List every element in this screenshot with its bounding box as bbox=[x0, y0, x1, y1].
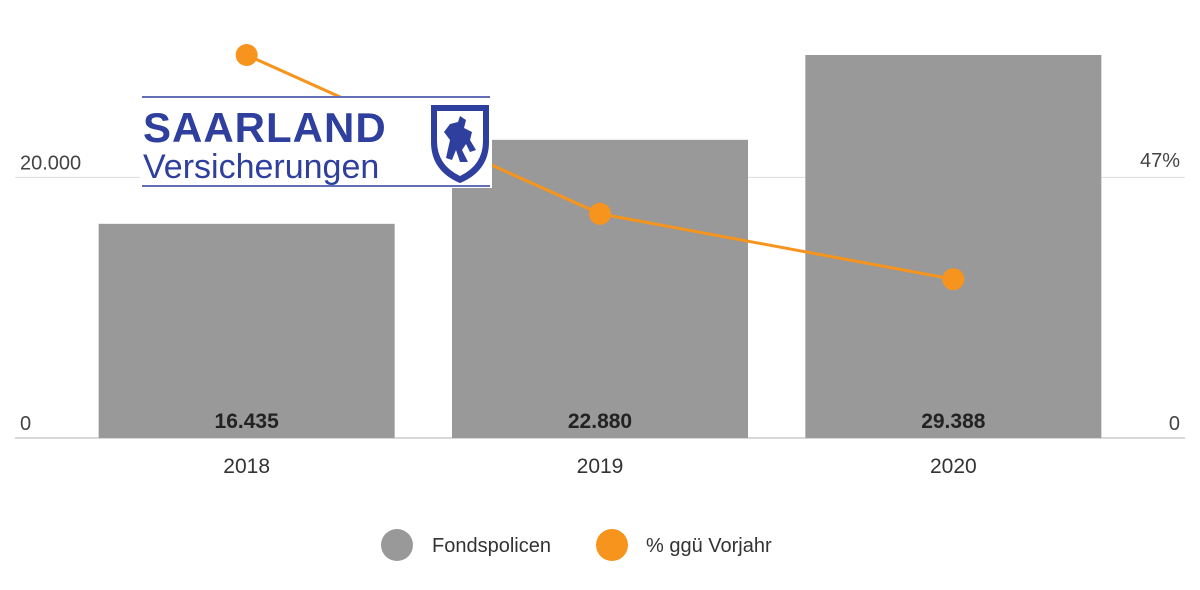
line-point-2018 bbox=[235, 44, 258, 66]
category-label-2020: 2020 bbox=[930, 455, 977, 478]
bar-value-label-2018: 16.435 bbox=[215, 410, 280, 433]
left-tick-label: 0 bbox=[20, 413, 31, 435]
logo-subtitle: Versicherungen bbox=[143, 148, 379, 186]
bar-2019 bbox=[452, 139, 748, 438]
legend-label-fondspolicen: Fondspolicen bbox=[432, 535, 551, 557]
bar-series: 16.435 22.880 29.388 bbox=[98, 55, 1102, 438]
axis-labels: 0 20.000 0 47% 2018 2019 2020 bbox=[20, 150, 1180, 478]
category-label-2018: 2018 bbox=[223, 455, 270, 478]
saarland-logo: SAARLAND Versicherungen bbox=[140, 96, 492, 188]
line-point-2019 bbox=[589, 202, 611, 225]
right-tick-label: 0 bbox=[1169, 413, 1180, 435]
bar-value-label-2020: 29.388 bbox=[921, 410, 986, 433]
bar-2018 bbox=[98, 223, 395, 438]
legend-marker-fondspolicen bbox=[381, 529, 413, 561]
bar-2020 bbox=[805, 55, 1102, 438]
legend: Fondspolicen % ggü Vorjahr bbox=[381, 529, 772, 561]
coat-of-arms-icon bbox=[431, 105, 489, 184]
bar-value-label-2019: 22.880 bbox=[568, 410, 632, 433]
left-tick-label: 20.000 bbox=[20, 152, 81, 174]
category-label-2019: 2019 bbox=[577, 455, 624, 478]
logo-title: SAARLAND bbox=[143, 104, 387, 151]
legend-label-vorjahr: % ggü Vorjahr bbox=[646, 535, 772, 557]
right-tick-label: 47% bbox=[1140, 150, 1180, 172]
legend-marker-vorjahr bbox=[596, 529, 628, 561]
line-point-2020 bbox=[942, 268, 965, 291]
